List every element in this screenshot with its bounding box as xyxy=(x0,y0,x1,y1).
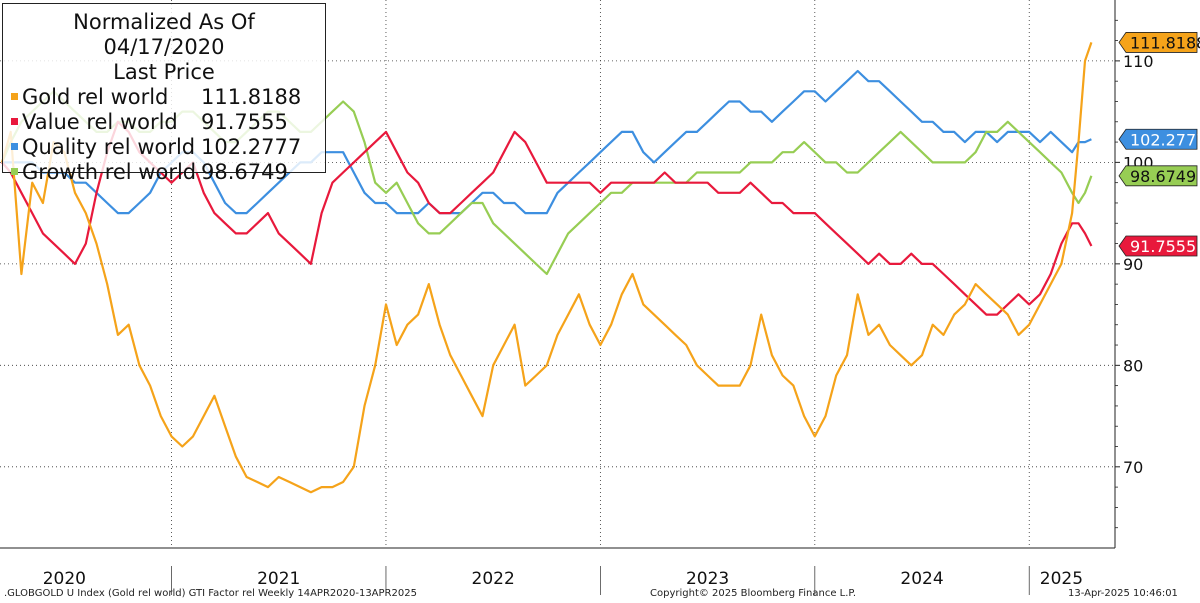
badge-value: 98.6749 xyxy=(1130,167,1196,186)
last-price-badges: 111.8188 91.7555 102.2777 98.6749 xyxy=(1118,32,1200,257)
x-year-label: 2024 xyxy=(900,569,943,589)
legend-label-value: Value rel world xyxy=(22,110,178,134)
legend-swatch-value xyxy=(11,117,18,125)
footer-timestamp: 13-Apr-2025 10:46:01 xyxy=(1068,588,1178,599)
legend-label-growth: Growth rel world xyxy=(22,160,197,184)
footer-source: .GLOBGOLD U Index (Gold rel world) GTI F… xyxy=(4,588,417,599)
y-tick-label: 70 xyxy=(1123,458,1143,477)
x-year-label: 2025 xyxy=(1040,569,1083,589)
legend-value-growth: 98.6749 xyxy=(201,160,288,184)
legend-row-growth: Growth rel world 98.6749 xyxy=(11,160,317,185)
last-price-badge-value: 91.7555 xyxy=(1118,235,1198,257)
legend-title: Normalized As Of 04/17/2020 xyxy=(73,10,255,59)
legend-value-quality: 102.2777 xyxy=(201,135,302,159)
last-price-badge-gold: 111.8188 xyxy=(1118,32,1200,53)
badge-value: 91.7555 xyxy=(1130,237,1196,256)
x-year-label: 2023 xyxy=(686,569,729,589)
badge-shape xyxy=(1118,235,1198,257)
y-tick-label: 90 xyxy=(1123,255,1143,274)
legend-value-gold: 111.8188 xyxy=(201,85,302,109)
x-year-label: 2020 xyxy=(43,569,86,589)
last-price-badge-quality: 102.2777 xyxy=(1118,128,1200,150)
legend-row-value: Value rel world 91.7555 xyxy=(11,110,317,135)
legend-label-gold: Gold rel world xyxy=(22,85,169,109)
footer-copyright: Copyright© 2025 Bloomberg Finance L.P. xyxy=(650,588,857,599)
legend-label-quality: Quality rel world xyxy=(22,135,196,159)
badge-shape xyxy=(1118,165,1198,187)
legend-swatch-quality xyxy=(11,142,18,150)
legend-box: Normalized As Of 04/17/2020 Last Price G… xyxy=(2,3,326,184)
badge-value: 111.8188 xyxy=(1130,33,1200,52)
badge-shape xyxy=(1118,128,1198,150)
legend-row-quality: Quality rel world 102.2777 xyxy=(11,135,317,160)
x-year-label: 2022 xyxy=(472,569,515,589)
legend-value-value: 91.7555 xyxy=(201,110,288,134)
badge-shape xyxy=(1118,32,1198,53)
series-line-gold xyxy=(1,42,1093,494)
legend-swatch-growth xyxy=(11,167,18,175)
legend-subtitle: Last Price xyxy=(113,60,215,84)
legend-swatch-gold xyxy=(11,92,18,100)
grid xyxy=(0,0,1115,548)
legend-row-gold: Gold rel world 111.8188 xyxy=(11,85,317,110)
y-tick-label: 80 xyxy=(1123,356,1143,375)
x-year-label: 2021 xyxy=(257,569,300,589)
y-tick-label: 110 xyxy=(1123,52,1154,71)
last-price-badge-growth: 98.6749 xyxy=(1118,165,1198,187)
badge-value: 102.2777 xyxy=(1130,130,1200,149)
